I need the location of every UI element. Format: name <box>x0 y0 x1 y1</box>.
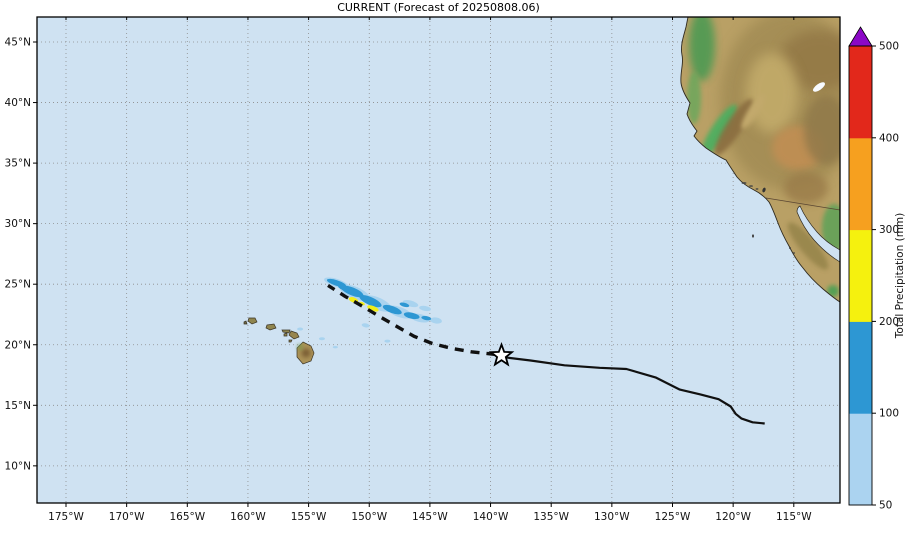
terrain-central-valley-green <box>700 104 738 158</box>
colorbar-tick-label: 50 <box>879 500 892 512</box>
y-tick-label: 15°N <box>5 400 31 412</box>
x-tick-label: 150°W <box>351 511 387 523</box>
island-kauai <box>247 317 258 325</box>
precip-cell-light <box>384 339 391 343</box>
x-tick-label: 135°W <box>533 511 569 523</box>
island-kahoolawe <box>288 339 293 343</box>
precip-cell-light <box>430 317 442 324</box>
y-tick-label: 20°N <box>5 339 31 351</box>
great-salt-lake <box>813 82 825 92</box>
precip-cell-moderate <box>341 285 364 298</box>
y-tick-label: 25°N <box>5 279 31 291</box>
plot-frame <box>36 16 841 504</box>
colorbar-band <box>849 46 872 139</box>
colorbar-tick-label: 500 <box>879 41 899 53</box>
colorbar-tick-label: 400 <box>879 132 899 144</box>
y-tick-label: 30°N <box>5 218 31 230</box>
island-oahu <box>265 323 277 331</box>
y-tick-label: 40°N <box>5 97 31 109</box>
past-track-solid <box>501 355 765 425</box>
terrain-sierra-nevada <box>714 98 754 156</box>
precip-cell-moderate <box>403 312 420 320</box>
x-tick-label: 130°W <box>594 511 630 523</box>
island-molokai <box>281 329 291 334</box>
terrain-pacific-northwest-green <box>689 17 715 81</box>
colorbar-band <box>849 413 872 506</box>
precip-cell-moderate <box>382 304 402 315</box>
colorbar-over-arrow <box>848 26 873 47</box>
x-tick-label: 160°W <box>230 511 266 523</box>
precip-cell-light <box>332 345 338 349</box>
x-tick-label: 140°W <box>473 511 509 523</box>
precipitation-colorbar: 50 100 200 300 400 500 Total Precipitation (mm… <box>848 26 906 512</box>
hawaiian-islands <box>243 317 315 365</box>
precipitation-field <box>297 277 442 349</box>
coastline <box>680 16 841 303</box>
channel-islands <box>741 182 795 254</box>
current-position-star <box>488 342 515 367</box>
precip-cell-light <box>419 305 431 312</box>
forecast-track-dashed <box>327 283 496 357</box>
island-lanai <box>283 332 288 337</box>
y-tick-label: 10°N <box>5 460 31 472</box>
precip-cell-heavy <box>367 305 379 312</box>
x-tick-label: 170°W <box>109 511 145 523</box>
x-tick-label: 175°W <box>48 511 84 523</box>
gulf-of-california <box>796 205 841 263</box>
x-tick-label: 125°W <box>655 511 691 523</box>
colorbar-band <box>849 229 872 322</box>
colorbar-band <box>849 137 872 231</box>
precip-cell-light <box>297 327 304 331</box>
island-niihau <box>243 320 248 325</box>
precip-cell-moderate <box>421 315 432 321</box>
plot-title: CURRENT (Forecast of 20250808.06) <box>337 1 540 14</box>
x-tick-label: 115°W <box>776 511 812 523</box>
colorbar-tick-label: 100 <box>879 408 899 420</box>
axis-labels: 175°W 170°W 165°W 160°W 155°W 150°W 145°W 140°W… <box>5 17 812 523</box>
x-tick-label: 120°W <box>715 511 751 523</box>
salton-sea <box>762 187 766 193</box>
us-mexico-border <box>765 197 841 211</box>
precip-cell-moderate <box>359 295 382 308</box>
colorbar-tick-label: 300 <box>879 224 899 236</box>
x-tick-label: 165°W <box>169 511 205 523</box>
colorbar-tick-label: 200 <box>879 316 899 328</box>
x-tick-label: 145°W <box>412 511 448 523</box>
storm-track <box>327 283 765 425</box>
y-tick-label: 35°N <box>5 158 31 170</box>
island-maui <box>288 330 300 340</box>
y-tick-label: 45°N <box>5 37 31 49</box>
colorbar-band <box>849 321 872 414</box>
precip-cell-light <box>318 337 325 341</box>
precip-cell-moderate <box>399 302 410 308</box>
colorbar-title: Total Precipitation (mm) <box>894 213 906 339</box>
precip-cell-light <box>361 323 370 328</box>
terrain-baja-ridge <box>787 222 829 270</box>
x-tick-label: 155°W <box>291 511 327 523</box>
